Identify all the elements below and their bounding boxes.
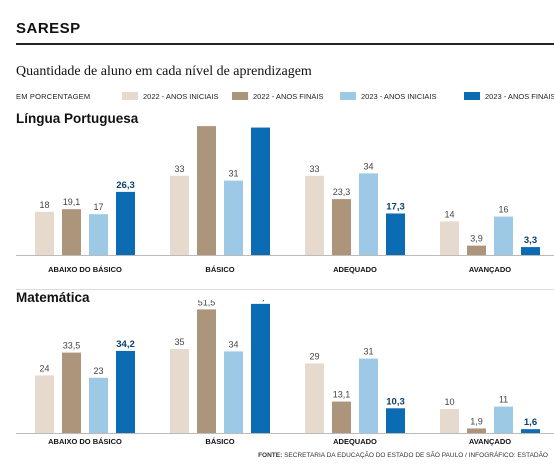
data-label: 14	[444, 209, 454, 219]
bar	[170, 349, 189, 433]
legend-swatch	[464, 92, 480, 100]
section-divider	[16, 289, 554, 290]
bar	[62, 209, 81, 255]
data-label: 23	[93, 366, 103, 376]
section-title-portugues: Língua Portuguesa	[16, 111, 139, 126]
legend-item-2023-finais: 2023 - ANOS FINAIS	[464, 90, 554, 102]
bar	[521, 247, 540, 255]
section-title-matematica: Matemática	[16, 290, 90, 305]
data-label: 24	[39, 363, 49, 373]
data-label: 10	[444, 397, 454, 407]
bar	[359, 358, 378, 433]
data-label: 34,2	[116, 339, 135, 350]
data-label: 33,5	[63, 341, 81, 351]
bar	[521, 429, 540, 433]
legend: 2022 - ANOS INICIAIS 2022 - ANOS FINAIS …	[0, 90, 554, 102]
data-label: 3,3	[524, 235, 537, 246]
bar	[224, 351, 243, 433]
bar	[116, 191, 135, 255]
data-label: 31	[228, 169, 238, 179]
data-label: 51,5	[198, 300, 216, 307]
legend-label: 2023 - ANOS FINAIS	[485, 91, 554, 101]
source-text: SECRETARIA DA EDUCAÇÃO DO ESTADO DE SÃO …	[284, 452, 548, 459]
category-label: ADEQUADO	[333, 437, 377, 446]
category-label: BÁSICO	[205, 265, 234, 274]
chart-matematica: 24 33,5 23 34,2 ABAIXO DO BÁSICO 35 51,5 34 53,8…	[16, 300, 554, 446]
category-label: AVANÇADO	[469, 265, 511, 274]
bar	[170, 175, 189, 255]
bar	[467, 245, 486, 255]
data-label: 26,3	[116, 180, 135, 191]
bar	[62, 352, 81, 433]
bar	[251, 127, 270, 255]
bar	[386, 408, 405, 433]
legend-item-2023-iniciais: 2023 - ANOS INICIAIS	[340, 90, 436, 102]
data-label: 33	[309, 164, 319, 174]
data-label: 33	[174, 164, 184, 174]
bar	[224, 180, 243, 255]
data-label: 3,9	[470, 234, 483, 244]
data-label: 29	[309, 351, 319, 361]
bar	[440, 409, 459, 433]
bar	[494, 406, 513, 433]
data-label: 17	[93, 202, 103, 212]
category-label: ADEQUADO	[333, 265, 377, 274]
category-label: ABAIXO DO BÁSICO	[48, 437, 122, 446]
category-label: ABAIXO DO BÁSICO	[48, 265, 122, 274]
data-label: 10,3	[386, 396, 405, 407]
bar	[35, 211, 54, 255]
data-label: 17,3	[386, 201, 405, 212]
bar	[89, 377, 108, 433]
data-label: 19,1	[63, 197, 81, 207]
legend-swatch	[340, 92, 356, 100]
data-label: 18	[39, 200, 49, 210]
legend-swatch	[122, 92, 138, 100]
data-label: 13,1	[333, 390, 351, 400]
data-label: 34	[228, 339, 238, 349]
data-label: 34	[363, 161, 373, 171]
data-label: 53,8	[251, 300, 270, 303]
data-label: 1,9	[470, 416, 483, 426]
data-label: 16	[498, 205, 508, 215]
legend-item-2022-finais: 2022 - ANOS FINAIS	[232, 90, 323, 102]
data-label: 35	[174, 337, 184, 347]
legend-label: 2023 - ANOS INICIAIS	[361, 91, 437, 101]
source-note: FONTE: SECRETARIA DA EDUCAÇÃO DO ESTADO …	[258, 452, 548, 459]
data-label: 23,3	[333, 187, 351, 197]
bar	[359, 173, 378, 255]
bar	[386, 213, 405, 255]
bar	[197, 309, 216, 433]
units-label: EM PORCENTAGEM	[16, 92, 91, 101]
data-label: 1,6	[524, 417, 537, 428]
bar	[440, 221, 459, 255]
category-label: BÁSICO	[205, 437, 234, 446]
bar	[251, 303, 270, 433]
chart-subtitle: Quantidade de aluno em cada nível de apr…	[16, 64, 312, 79]
bar	[332, 401, 351, 433]
legend-swatch	[232, 92, 248, 100]
legend-item-2022-iniciais: 2022 - ANOS INICIAIS	[122, 90, 218, 102]
bar	[116, 350, 135, 433]
bar	[89, 214, 108, 255]
bar	[197, 126, 216, 256]
bar	[332, 199, 351, 255]
header-divider	[16, 43, 554, 45]
bar	[467, 428, 486, 433]
data-label: 11	[499, 395, 508, 405]
category-label: AVANÇADO	[469, 437, 511, 446]
data-label: 31	[363, 347, 373, 357]
source-prefix: FONTE:	[258, 452, 283, 459]
bar	[305, 175, 324, 255]
legend-label: 2022 - ANOS INICIAIS	[143, 91, 219, 101]
brand-title: SARESP	[16, 20, 81, 37]
bar	[305, 363, 324, 433]
bar	[35, 375, 54, 433]
data-label: 53,1	[251, 125, 270, 127]
bar	[494, 216, 513, 255]
legend-label: 2022 - ANOS FINAIS	[253, 91, 324, 101]
